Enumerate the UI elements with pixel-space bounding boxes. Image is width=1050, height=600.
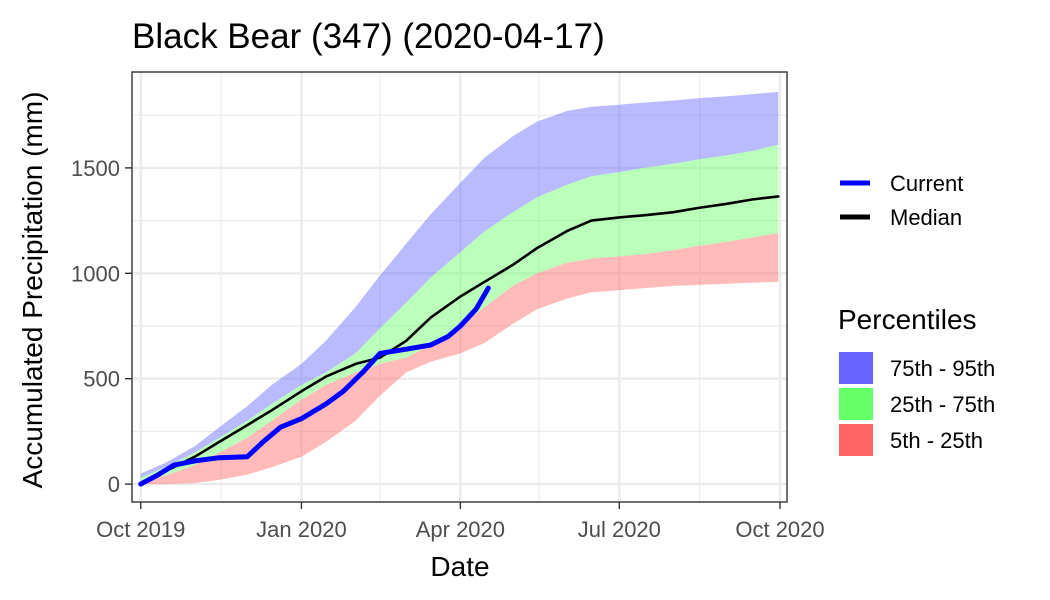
series-median-line [139, 195, 780, 486]
x-tick-label: Jan 2020 [256, 517, 347, 542]
y-axis-title: Accumulated Precipitation (mm) [17, 92, 48, 489]
x-tick-label: Apr 2020 [416, 517, 505, 542]
band-25-75 [140, 144, 779, 482]
series-current-line [138, 285, 491, 487]
legend-p25-75-key [839, 388, 873, 420]
x-tick-label: Jul 2020 [578, 517, 661, 542]
legend-p25-75-label: 25th - 75th [890, 392, 995, 417]
legend-bands-title: Percentiles [838, 304, 977, 335]
legend-p75-95-key [839, 352, 873, 384]
legend-p75-95-label: 75th - 95th [890, 356, 995, 381]
chart-title: Black Bear (347) (2020-04-17) [132, 17, 605, 56]
y-tick-label: 500 [83, 367, 120, 392]
legend-p5-25-key [839, 424, 873, 456]
legend: Current Median Percentiles 75th - 95th 2… [838, 171, 995, 456]
grid-major [132, 72, 787, 502]
band-75-95 [140, 92, 779, 478]
x-axis-title: Date [430, 551, 489, 582]
y-tick-label: 1500 [71, 156, 120, 181]
legend-median-label: Median [890, 205, 962, 230]
series-lines [138, 195, 780, 487]
legend-p5-25-label: 5th - 25th [890, 428, 983, 453]
legend-current-label: Current [890, 171, 963, 196]
x-axis: Oct 2019 Jan 2020 Apr 2020 Jul 2020 Oct 2020 [96, 502, 825, 542]
y-tick-label: 1000 [71, 261, 120, 286]
x-tick-label: Oct 2020 [735, 517, 824, 542]
x-tick-label: Oct 2019 [96, 517, 185, 542]
plot-panel [131, 71, 788, 503]
y-tick-label: 0 [108, 472, 120, 497]
y-axis: 0 500 1000 1500 [71, 156, 132, 497]
